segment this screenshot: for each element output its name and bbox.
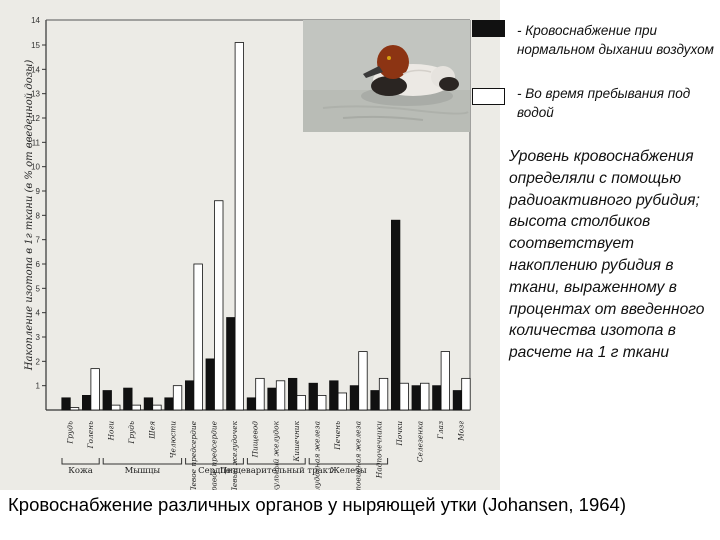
bar-normal (61, 397, 71, 411)
x-category-label: Мозг (457, 421, 466, 442)
y-axis-label: Накопление изотопа в 1г ткани (в % от вв… (24, 60, 35, 372)
bar-normal (287, 377, 298, 411)
x-axis-labels: Грудь Голень Ноги Грудь Шея Челюсти Левое пред… (65, 420, 465, 490)
group-label: Мышцы (125, 466, 161, 476)
bar-underwater (90, 368, 100, 411)
method-note: Уровень кровоснабжения определяли с помо… (509, 148, 705, 362)
bar-normal (452, 390, 463, 411)
bar-underwater (172, 385, 183, 411)
bar-layer (61, 42, 471, 411)
bar-normal (123, 387, 133, 411)
group-label: Сердце (198, 466, 231, 476)
group-label: Пищеварительный тракт (220, 466, 333, 476)
x-category-label: Левое предсердие (189, 420, 198, 490)
x-category-label: Надпочечники (374, 421, 383, 479)
x-category-label: Поджелудочная железа (313, 421, 322, 490)
group-bracket (308, 458, 389, 465)
bar-normal (226, 317, 236, 411)
y-tick-label: 4 (36, 309, 41, 318)
x-category-label: Левый желудочек (230, 420, 239, 490)
x-category-label: Грудь (65, 421, 74, 445)
x-category-label: Почки (395, 421, 404, 447)
x-category-label: Правое предсердие (210, 420, 219, 490)
bar-normal (246, 397, 257, 411)
group-bracket (102, 458, 183, 465)
bar-underwater (358, 351, 368, 411)
legend-label-normal: - Кровоснабжение при нормальном дыхании … (517, 23, 714, 57)
legend-swatch-normal (472, 20, 505, 37)
x-category-label: Челюсти (168, 421, 177, 458)
y-tick-label: 8 (36, 211, 41, 220)
bar-underwater (234, 42, 245, 411)
bar-normal (143, 397, 154, 411)
bar-normal (184, 380, 195, 411)
group-bracket (246, 458, 306, 465)
bar-underwater (111, 404, 121, 411)
bar-underwater (296, 394, 306, 411)
x-category-label: Ноги (107, 421, 116, 442)
group-label: Кожа (68, 466, 93, 476)
x-category-label: Шея (148, 421, 157, 440)
x-category-label: Глаз (436, 421, 445, 440)
x-category-label: Голень (86, 421, 95, 449)
y-tick-label: 9 (36, 187, 41, 196)
y-tick-label: 5 (36, 284, 41, 293)
group-bracket (61, 458, 100, 465)
bar-normal (267, 387, 277, 411)
bar-normal (432, 385, 442, 411)
y-tick-label: 15 (31, 41, 40, 50)
y-tick-label: 13 (31, 90, 40, 99)
group-label: Железы (330, 466, 367, 476)
y-tick-label: 14 (31, 16, 40, 25)
legend-label-underwater: - Во время пребывания под водой (517, 86, 691, 120)
bar-normal (205, 358, 215, 411)
bar-underwater (275, 380, 286, 411)
bar-underwater (461, 377, 471, 411)
x-category-label: Грудь (127, 421, 136, 445)
x-category-label: Пищевод (251, 421, 260, 459)
bar-underwater (317, 394, 327, 411)
bar-underwater (214, 200, 224, 411)
y-tick-label: 14 (31, 65, 40, 74)
bar-normal (164, 397, 174, 411)
bar-normal (349, 385, 360, 411)
legend-swatch-underwater (472, 88, 505, 105)
y-tick-label: 10 (31, 163, 40, 172)
bar-normal (82, 394, 92, 411)
bar-underwater (420, 382, 430, 411)
bar-normal (411, 385, 421, 411)
bar-underwater (69, 407, 80, 411)
x-category-label: Щитовидная железа (354, 421, 363, 490)
figure-caption: Кровоснабжение различных органов у ныряю… (8, 494, 626, 515)
bar-underwater (193, 263, 203, 411)
x-category-label: Кишечник (292, 420, 301, 462)
y-tick-label: 12 (31, 114, 40, 123)
bar-underwater (152, 404, 162, 411)
duck-photo (303, 20, 470, 132)
bar-normal (370, 390, 380, 411)
bar-normal (102, 390, 112, 411)
bar-underwater (378, 377, 389, 411)
y-tick-label: 6 (36, 260, 41, 269)
bar-underwater (399, 382, 409, 411)
y-tick-label: 2 (36, 357, 41, 366)
bar-underwater (131, 404, 142, 411)
bar-underwater (440, 351, 451, 411)
x-category-label: Печень (333, 421, 342, 451)
x-category-label: Селезенка (416, 421, 425, 462)
bar-normal (329, 380, 339, 411)
x-category-label: Мускульный желудок (271, 420, 280, 490)
bar-underwater (337, 392, 348, 411)
bar-normal (308, 382, 318, 411)
y-tick-label: 1 (36, 382, 41, 391)
y-tick-label: 11 (32, 138, 41, 147)
y-tick-label: 3 (36, 333, 41, 342)
group-bracket (185, 458, 244, 465)
bar-normal (390, 219, 401, 411)
bar-underwater (255, 377, 265, 411)
y-tick-label: 7 (36, 236, 41, 245)
